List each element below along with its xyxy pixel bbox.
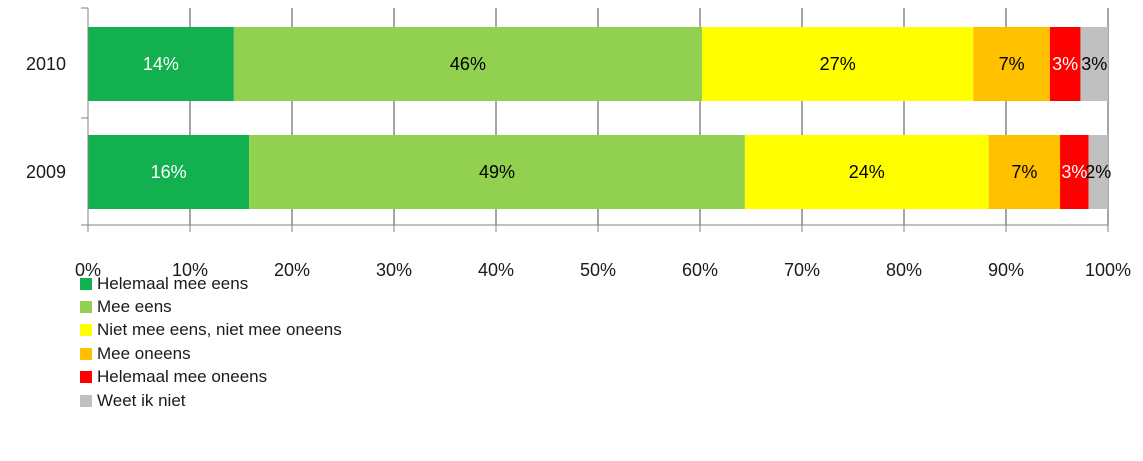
legend-item-0: Helemaal mee eens xyxy=(80,272,342,295)
legend-swatch xyxy=(80,371,92,384)
data-label-2009-series-5: 2% xyxy=(1085,162,1111,182)
legend-item-5: Weet ik niet xyxy=(80,389,342,412)
data-label-2009-series-0: 16% xyxy=(151,162,187,182)
bar-2010-series-4 xyxy=(1049,27,1081,101)
x-tick-label: 30% xyxy=(376,260,412,280)
bar-2009-series-1 xyxy=(249,135,745,209)
legend-item-1: Mee eens xyxy=(80,295,342,318)
bar-2009-series-5 xyxy=(1088,135,1108,209)
axes: 0% 10% 20% 30% 40% 50% 60% 70% 80% 90% 100% 2010 200… xyxy=(26,7,1131,280)
data-label-2009-series-3: 7% xyxy=(1011,162,1037,182)
x-tick-label: 0% xyxy=(75,260,101,280)
data-label-2010-series-3: 7% xyxy=(999,54,1025,74)
data-label-2010-series-2: 27% xyxy=(820,54,856,74)
data-label-2010-series-5: 3% xyxy=(1081,54,1107,74)
bar-2009-series-3 xyxy=(988,135,1061,209)
data-label-2010-series-0: 14% xyxy=(143,54,179,74)
legend-label: Mee oneens xyxy=(97,343,191,363)
bar-2010-series-0 xyxy=(88,27,234,101)
bar-2010-series-2 xyxy=(702,27,974,101)
bar-2009-series-2 xyxy=(744,135,989,209)
legend-label: Weet ik niet xyxy=(97,390,186,410)
legend: Helemaal mee eens Mee eens Niet mee eens, … xyxy=(80,272,342,412)
x-tick-label: 80% xyxy=(886,260,922,280)
x-tick-label: 20% xyxy=(274,260,310,280)
x-tick-label: 10% xyxy=(172,260,208,280)
bar-2010-series-1 xyxy=(233,27,703,101)
x-tick-label: 90% xyxy=(988,260,1024,280)
legend-label: Mee eens xyxy=(97,297,172,317)
data-label-2010-series-1: 46% xyxy=(450,54,486,74)
x-tick-label: 60% xyxy=(682,260,718,280)
x-tick-label: 50% xyxy=(580,260,616,280)
data-labels: 14% 46% 27% 7% 3% 3%16% 49% 24% 7% 3%2% xyxy=(143,54,1111,182)
data-label-2009-series-2: 24% xyxy=(849,162,885,182)
x-tick-label: 70% xyxy=(784,260,820,280)
x-tick-label: 100% xyxy=(1085,260,1131,280)
x-tick-label: 40% xyxy=(478,260,514,280)
y-tick-label-2009: 2009 xyxy=(26,162,66,182)
legend-label: Helemaal mee eens xyxy=(97,273,249,293)
bar-2009-series-0 xyxy=(88,135,250,209)
legend-swatch xyxy=(80,394,92,407)
legend-swatch xyxy=(80,277,92,290)
bar-segments xyxy=(88,27,1108,209)
data-label-2009-series-4: 3% xyxy=(1061,162,1087,182)
legend-swatch xyxy=(80,347,92,360)
bar-2010-series-5 xyxy=(1080,27,1108,101)
legend-item-3: Mee oneens xyxy=(80,342,342,365)
legend-swatch xyxy=(80,324,92,337)
bar-2010-series-3 xyxy=(973,27,1050,101)
data-label-2009-series-1: 49% xyxy=(479,162,515,182)
bar-2009-series-4 xyxy=(1060,135,1089,209)
legend-swatch xyxy=(80,301,92,314)
legend-item-2: Niet mee eens, niet mee oneens xyxy=(80,319,342,342)
legend-label: Helemaal mee oneens xyxy=(97,367,268,387)
legend-label: Niet mee eens, niet mee oneens xyxy=(97,320,342,340)
legend-item-4: Helemaal mee oneens xyxy=(80,366,342,389)
y-tick-label-2010: 2010 xyxy=(26,54,66,74)
data-label-2010-series-4: 3% xyxy=(1052,54,1078,74)
